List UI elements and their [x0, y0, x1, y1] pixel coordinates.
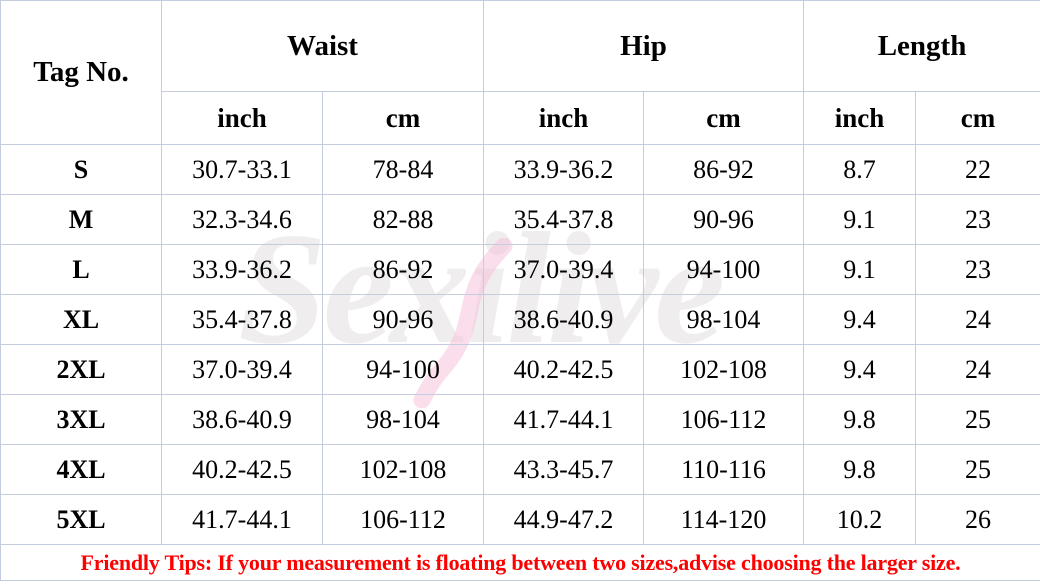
hip-cm-cell: 110-116 — [643, 444, 804, 495]
header-group-waist: Waist — [161, 0, 484, 92]
size-row-xl: XL 35.4-37.8 90-96 38.6-40.9 98-104 9.4 … — [0, 294, 1040, 345]
size-row-l: L 33.9-36.2 86-92 37.0-39.4 94-100 9.1 2… — [0, 244, 1040, 295]
hip-inch-cell: 40.2-42.5 — [483, 344, 644, 395]
waist-cm-cell: 94-100 — [322, 344, 484, 395]
length-cm-cell: 23 — [914, 194, 1040, 245]
waist-cm-cell: 82-88 — [322, 194, 484, 245]
length-cm-cell: 24 — [914, 294, 1040, 345]
waist-unit-inch: inch — [161, 91, 323, 145]
size-row-4xl: 4XL 40.2-42.5 102-108 43.3-45.7 110-116 … — [0, 444, 1040, 495]
length-inch-cell: 9.8 — [803, 444, 916, 495]
length-inch-cell: 8.7 — [803, 144, 916, 195]
length-inch-cell: 9.8 — [803, 394, 916, 445]
tag-cell: 3XL — [0, 394, 162, 445]
length-inch-cell: 9.1 — [803, 194, 916, 245]
tag-cell: M — [0, 194, 162, 245]
tag-cell: S — [0, 144, 162, 195]
header-group-row: Tag No. Waist Hip Length — [0, 0, 1040, 145]
length-cm-cell: 25 — [914, 444, 1040, 495]
friendly-tips-row: Friendly Tips: If your measurement is fl… — [0, 544, 1040, 581]
hip-inch-cell: 38.6-40.9 — [483, 294, 644, 345]
waist-inch-cell: 35.4-37.8 — [161, 294, 323, 345]
header-group-hip: Hip — [483, 0, 804, 92]
hip-cm-cell: 102-108 — [643, 344, 804, 395]
waist-inch-cell: 40.2-42.5 — [161, 444, 323, 495]
waist-cm-cell: 86-92 — [322, 244, 484, 295]
tag-cell: 2XL — [0, 344, 162, 395]
hip-inch-cell: 37.0-39.4 — [483, 244, 644, 295]
waist-inch-cell: 37.0-39.4 — [161, 344, 323, 395]
waist-inch-cell: 41.7-44.1 — [161, 494, 323, 545]
length-cm-cell: 25 — [914, 394, 1040, 445]
length-inch-cell: 10.2 — [803, 494, 916, 545]
length-cm-cell: 22 — [914, 144, 1040, 195]
size-row-m: M 32.3-34.6 82-88 35.4-37.8 90-96 9.1 23 — [0, 194, 1040, 245]
hip-inch-cell: 33.9-36.2 — [483, 144, 644, 195]
hip-inch-cell: 35.4-37.8 — [483, 194, 644, 245]
friendly-tips-text: Friendly Tips: If your measurement is fl… — [0, 544, 1040, 581]
length-inch-cell: 9.1 — [803, 244, 916, 295]
header-group-length: Length — [802, 0, 1040, 92]
waist-inch-cell: 33.9-36.2 — [161, 244, 323, 295]
length-inch-cell: 9.4 — [803, 344, 916, 395]
hip-cm-cell: 86-92 — [643, 144, 804, 195]
size-row-2xl: 2XL 37.0-39.4 94-100 40.2-42.5 102-108 9… — [0, 344, 1040, 395]
hip-cm-cell: 114-120 — [643, 494, 804, 545]
hip-inch-cell: 41.7-44.1 — [483, 394, 644, 445]
length-unit-inch: inch — [803, 91, 916, 145]
tag-cell: L — [0, 244, 162, 295]
waist-cm-cell: 106-112 — [322, 494, 484, 545]
size-row-5xl: 5XL 41.7-44.1 106-112 44.9-47.2 114-120 … — [0, 494, 1040, 545]
hip-inch-cell: 44.9-47.2 — [483, 494, 644, 545]
length-unit-cm: cm — [914, 91, 1040, 145]
waist-cm-cell: 78-84 — [322, 144, 484, 195]
hip-inch-cell: 43.3-45.7 — [483, 444, 644, 495]
hip-cm-cell: 106-112 — [643, 394, 804, 445]
hip-cm-cell: 98-104 — [643, 294, 804, 345]
size-row-3xl: 3XL 38.6-40.9 98-104 41.7-44.1 106-112 9… — [0, 394, 1040, 445]
waist-cm-cell: 102-108 — [322, 444, 484, 495]
waist-cm-cell: 90-96 — [322, 294, 484, 345]
size-row-s: S 30.7-33.1 78-84 33.9-36.2 86-92 8.7 22 — [0, 144, 1040, 195]
header-tag-no: Tag No. — [0, 0, 162, 145]
waist-inch-cell: 30.7-33.1 — [161, 144, 323, 195]
waist-cm-cell: 98-104 — [322, 394, 484, 445]
header-unit-row: inch cm inch cm inch cm — [1, 91, 1040, 145]
hip-cm-cell: 94-100 — [643, 244, 804, 295]
hip-unit-inch: inch — [483, 91, 644, 145]
length-inch-cell: 9.4 — [803, 294, 916, 345]
tag-cell: 5XL — [0, 494, 162, 545]
waist-unit-cm: cm — [322, 91, 484, 145]
hip-cm-cell: 90-96 — [643, 194, 804, 245]
hip-unit-cm: cm — [643, 91, 804, 145]
waist-inch-cell: 32.3-34.6 — [161, 194, 323, 245]
length-cm-cell: 24 — [914, 344, 1040, 395]
tag-cell: XL — [0, 294, 162, 345]
length-cm-cell: 23 — [914, 244, 1040, 295]
tag-cell: 4XL — [0, 444, 162, 495]
waist-inch-cell: 38.6-40.9 — [161, 394, 323, 445]
length-cm-cell: 26 — [914, 494, 1040, 545]
